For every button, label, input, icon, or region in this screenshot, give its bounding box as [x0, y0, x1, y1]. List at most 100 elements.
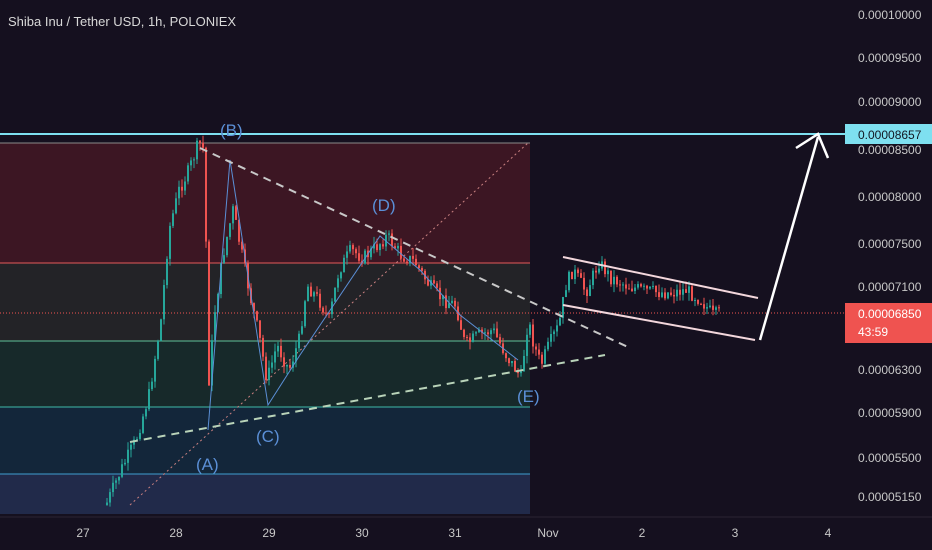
- candle-body: [220, 262, 222, 295]
- candle-body: [706, 307, 708, 309]
- candle-body: [640, 284, 642, 287]
- candle-body: [520, 371, 522, 374]
- candle-body: [628, 288, 630, 290]
- candle-body: [355, 249, 357, 254]
- candle-body: [685, 289, 687, 293]
- candle-body: [271, 362, 273, 368]
- candle-body: [262, 337, 264, 357]
- candle-body: [235, 206, 237, 220]
- candle-body: [646, 285, 648, 289]
- candle-body: [169, 225, 171, 259]
- candle-body: [667, 292, 669, 299]
- candle-body: [448, 303, 450, 309]
- candle-body: [418, 265, 420, 269]
- candle-body: [661, 292, 663, 297]
- last-price-box: [845, 303, 932, 343]
- candle-body: [274, 351, 276, 363]
- candle-body: [238, 219, 240, 242]
- candle-body: [460, 320, 462, 330]
- candle-body: [160, 319, 162, 341]
- candle-body: [649, 286, 651, 289]
- candle-body: [715, 307, 717, 310]
- projection-arrowhead: [795, 132, 830, 159]
- candle-body: [550, 334, 552, 342]
- candle-body: [154, 358, 156, 382]
- candle-body: [259, 320, 261, 338]
- time-tick-label: 2: [639, 526, 646, 540]
- wave-labels: (A) (B) (C) (D) (E): [196, 121, 540, 474]
- candle-body: [184, 181, 186, 191]
- time-tick-label: 3: [732, 526, 739, 540]
- candle-body: [109, 492, 111, 503]
- candle-body: [517, 371, 519, 374]
- price-tick-label: 0.00005900: [858, 406, 922, 420]
- candle-body: [535, 346, 537, 350]
- candle-body: [559, 317, 561, 326]
- candle-body: [439, 287, 441, 300]
- candle-body: [148, 389, 150, 410]
- candle-body: [694, 300, 696, 302]
- candle-body: [298, 333, 300, 349]
- time-tick-label: Nov: [537, 526, 558, 540]
- candle-body: [583, 277, 585, 290]
- wave-label-a: (A): [196, 455, 219, 474]
- candle-body: [553, 331, 555, 335]
- price-ticks: 0.00010000 0.00009500 0.00009000 0.00008500…: [858, 8, 922, 504]
- candle-body: [145, 409, 147, 417]
- candle-body: [619, 284, 621, 286]
- candle-body: [394, 246, 396, 249]
- candle-body: [682, 289, 684, 295]
- candle-body: [295, 348, 297, 362]
- candle-body: [205, 147, 207, 242]
- candle-body: [631, 288, 633, 292]
- candle-body: [226, 236, 228, 256]
- candle-body: [376, 244, 378, 251]
- candle-body: [697, 300, 699, 304]
- wave-label-c: (C): [256, 427, 280, 446]
- candle-body: [427, 279, 429, 286]
- candle-body: [343, 257, 345, 273]
- candle-body: [172, 213, 174, 226]
- candle-body: [118, 476, 120, 481]
- candle-body: [580, 273, 582, 278]
- candle-body: [190, 160, 192, 166]
- candle-body: [199, 140, 201, 143]
- candle-body: [454, 300, 456, 307]
- price-tick-label: 0.00005150: [858, 490, 922, 504]
- fib-zones: [0, 142, 530, 514]
- candle-body: [178, 186, 180, 199]
- fib-zone-bottom: [0, 474, 530, 514]
- candle-body: [292, 361, 294, 368]
- candle-body: [616, 276, 618, 285]
- candle-body: [610, 270, 612, 285]
- candle-body: [493, 328, 495, 331]
- candle-body: [370, 248, 372, 258]
- price-tick-label: 0.00005500: [858, 451, 922, 465]
- candle-body: [523, 355, 525, 372]
- candle-body: [598, 268, 600, 273]
- candle-body: [586, 289, 588, 296]
- candle-body: [547, 341, 549, 350]
- candle-body: [193, 159, 195, 161]
- candle-body: [391, 233, 393, 247]
- candle-body: [289, 364, 291, 368]
- candle-body: [334, 287, 336, 302]
- time-axis[interactable]: 27 28 29 30 31 Nov 2 3 4: [0, 516, 932, 540]
- candle-body: [229, 223, 231, 237]
- candle-body: [316, 292, 318, 294]
- candle-body: [595, 270, 597, 273]
- candle-body: [409, 255, 411, 264]
- candle-body: [670, 292, 672, 295]
- price-axis-background: [845, 0, 932, 517]
- candle-body: [415, 258, 417, 266]
- candle-body: [142, 416, 144, 433]
- candle-body: [112, 482, 114, 493]
- time-tick-label: 4: [825, 526, 832, 540]
- price-tick-label: 0.00009000: [858, 95, 922, 109]
- candle-body: [232, 206, 234, 224]
- candle-body: [496, 328, 498, 338]
- candle-body: [319, 293, 321, 308]
- price-axis[interactable]: 0.00010000 0.00009500 0.00009000 0.00008500…: [845, 0, 932, 517]
- candle-body: [709, 305, 711, 308]
